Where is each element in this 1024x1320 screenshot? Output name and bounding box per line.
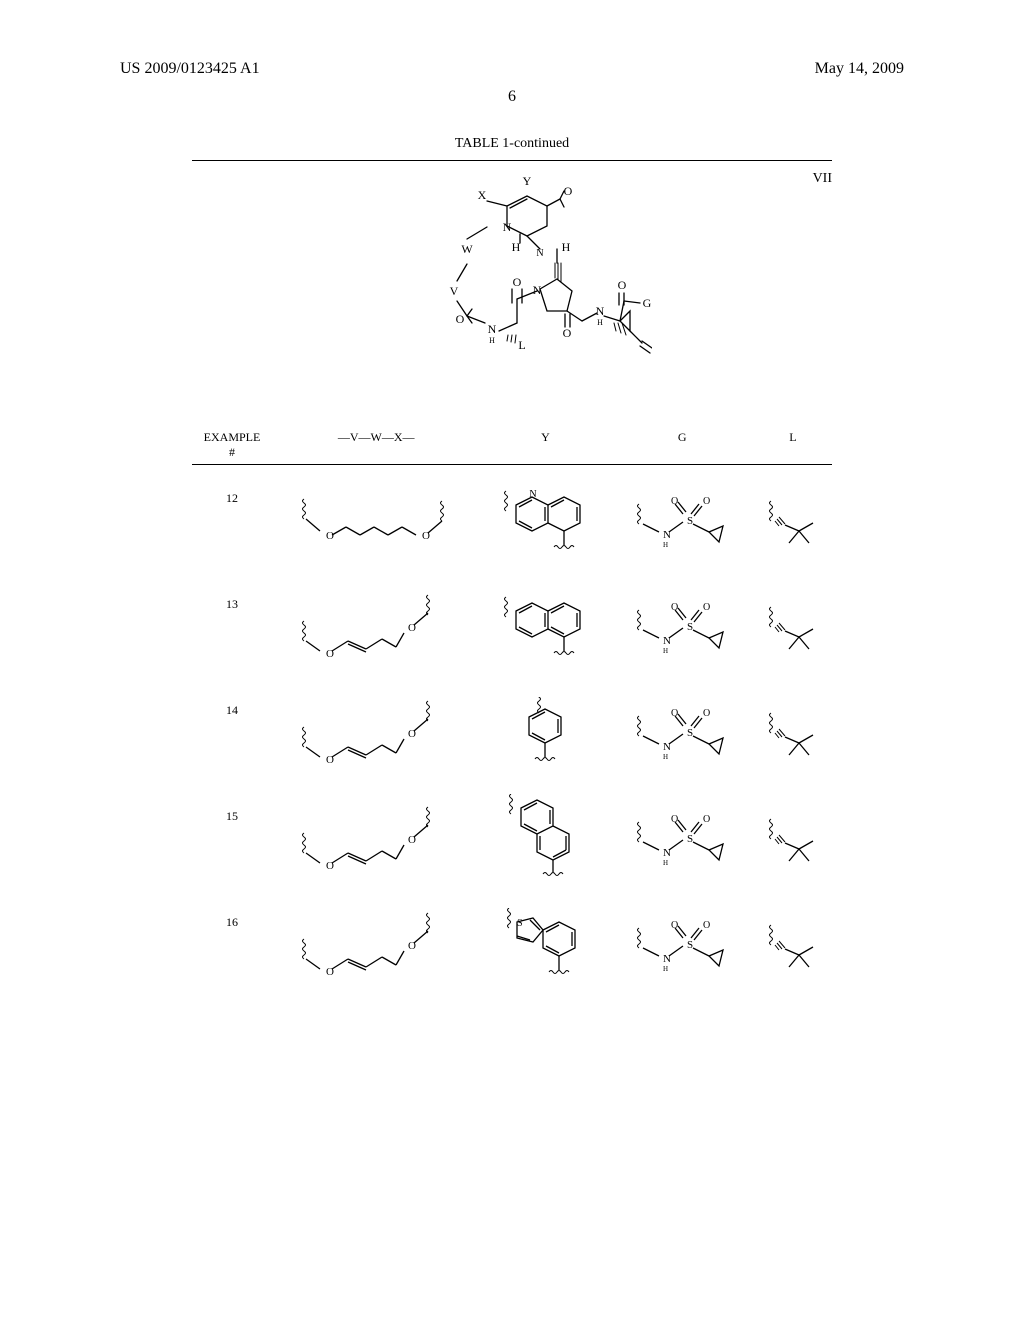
- g-structure: [611, 596, 754, 658]
- g-structure: [611, 702, 754, 764]
- l-structure: [754, 493, 832, 549]
- patent-page: US 2009/0123425 A1 May 14, 2009 6 TABLE …: [0, 0, 1024, 1320]
- publication-date: May 14, 2009: [815, 60, 904, 78]
- y-structure: [480, 794, 610, 884]
- column-headers: EXAMPLE # —V—W—X— Y G L: [192, 426, 832, 464]
- example-number: 14: [192, 683, 272, 718]
- svg-text:X: X: [478, 188, 487, 202]
- svg-text:O: O: [513, 275, 522, 289]
- svg-text:H: H: [562, 240, 571, 254]
- scaffold-svg: Y X W V O H H N N N O O N H O L N: [372, 171, 652, 391]
- col-y: Y: [480, 430, 610, 460]
- y-structure: [480, 591, 610, 663]
- g-structure: [611, 914, 754, 976]
- vwx-structure: [272, 697, 480, 769]
- example-number: 16: [192, 895, 272, 930]
- svg-text:H: H: [512, 240, 521, 254]
- svg-text:O: O: [456, 312, 465, 326]
- page-number: 6: [120, 88, 904, 106]
- svg-text:H: H: [489, 336, 495, 345]
- svg-text:N: N: [503, 220, 512, 234]
- rule: [192, 160, 832, 161]
- svg-text:L: L: [518, 338, 525, 352]
- formula-roman: VII: [813, 171, 832, 187]
- vwx-structure: [272, 803, 480, 875]
- y-structure: [480, 697, 610, 769]
- g-structure: [611, 808, 754, 870]
- chemical-table: TABLE 1-continued VII: [192, 136, 832, 995]
- svg-text:V: V: [450, 284, 459, 298]
- page-header: US 2009/0123425 A1 May 14, 2009: [120, 60, 904, 78]
- example-number: 15: [192, 789, 272, 824]
- vwx-structure: [272, 909, 480, 981]
- y-structure: [480, 485, 610, 557]
- svg-text:O: O: [618, 278, 627, 292]
- col-vwx: —V—W—X—: [272, 430, 480, 460]
- l-structure: [754, 811, 832, 867]
- example-number: 13: [192, 577, 272, 612]
- l-structure: [754, 917, 832, 973]
- svg-text:Y: Y: [523, 174, 532, 188]
- table-row: 12: [192, 471, 832, 571]
- svg-text:G: G: [643, 296, 652, 310]
- rule: [192, 464, 832, 465]
- vwx-structure: [272, 591, 480, 663]
- g-structure: [611, 490, 754, 552]
- publication-number: US 2009/0123425 A1: [120, 60, 260, 78]
- col-l: L: [754, 430, 832, 460]
- table-row: 15: [192, 789, 832, 889]
- l-structure: [754, 599, 832, 655]
- y-structure: [480, 908, 610, 982]
- col-example: EXAMPLE #: [192, 430, 272, 460]
- example-number: 12: [192, 471, 272, 506]
- svg-text:H: H: [597, 318, 603, 327]
- svg-text:N: N: [533, 283, 542, 297]
- table-row: 16: [192, 895, 832, 995]
- svg-text:N: N: [536, 248, 543, 259]
- table-rows: 12 13 14 15 16: [192, 471, 832, 995]
- l-structure: [754, 705, 832, 761]
- svg-text:O: O: [563, 326, 572, 340]
- table-row: 13: [192, 577, 832, 677]
- svg-text:N: N: [488, 322, 497, 336]
- table-row: 14: [192, 683, 832, 783]
- svg-text:N: N: [596, 304, 605, 318]
- svg-text:W: W: [461, 242, 473, 256]
- table-title: TABLE 1-continued: [192, 136, 832, 152]
- vwx-structure: [272, 491, 480, 551]
- svg-text:O: O: [564, 184, 573, 198]
- col-g: G: [611, 430, 754, 460]
- scaffold-structure: VII: [192, 171, 832, 396]
